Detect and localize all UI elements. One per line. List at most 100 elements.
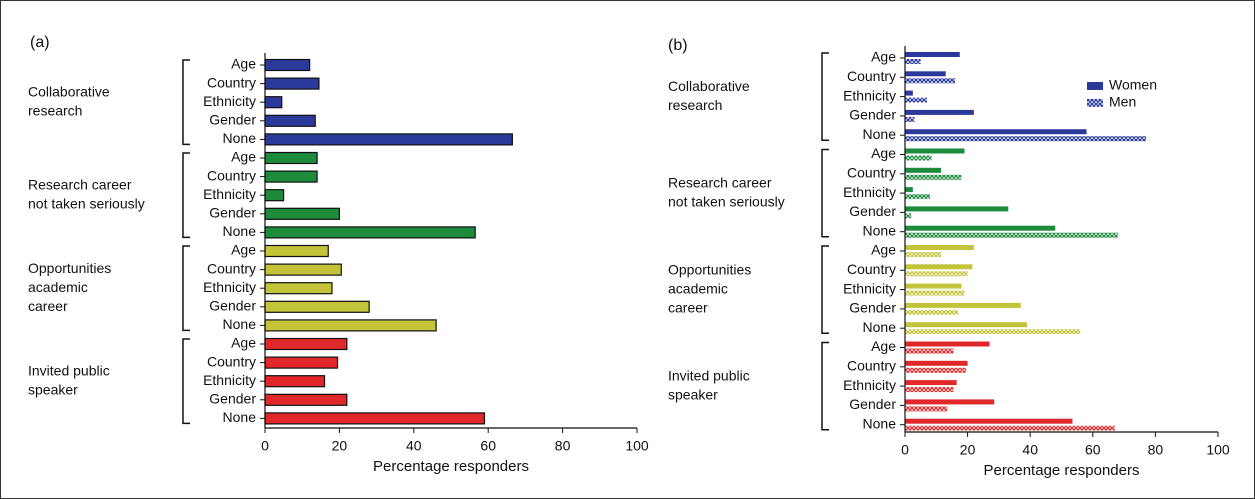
group-bracket <box>821 245 829 334</box>
x-tick-label: 40 <box>1022 442 1038 458</box>
bar <box>264 319 437 332</box>
panel-label: (b) <box>668 37 688 54</box>
bar <box>264 412 486 425</box>
bar <box>905 309 959 315</box>
group-label: academic <box>668 280 728 296</box>
bar <box>905 136 1147 142</box>
bar <box>264 282 333 295</box>
category-label: Gender <box>209 391 256 407</box>
group-label: Collaborative <box>668 78 750 94</box>
bar <box>905 109 974 115</box>
category-label: Country <box>847 358 896 374</box>
bar <box>905 290 965 296</box>
group-label: Opportunities <box>28 260 111 276</box>
category-label: Gender <box>849 107 896 123</box>
category-label: None <box>223 130 257 146</box>
group-label: speaker <box>28 381 78 397</box>
panel-label: (a) <box>30 34 50 51</box>
bar <box>905 245 974 250</box>
group-bracket <box>821 341 829 431</box>
category-label: Ethnicity <box>843 87 896 103</box>
x-tick-label: 60 <box>480 438 496 454</box>
bar <box>905 367 967 373</box>
bar <box>905 425 1115 431</box>
bar <box>905 264 973 270</box>
category-label: Gender <box>209 112 256 128</box>
bar <box>264 189 285 202</box>
category-label: Ethnicity <box>203 93 256 109</box>
bar <box>264 114 316 127</box>
group-bracket <box>821 148 829 238</box>
bar <box>905 399 995 405</box>
group-bracket <box>182 59 190 146</box>
bar <box>905 252 941 257</box>
category-label: Country <box>847 68 896 84</box>
category-label: Age <box>871 49 896 65</box>
bar <box>264 77 320 90</box>
bar <box>905 387 954 393</box>
group-label: Opportunities <box>668 261 751 277</box>
legend-swatch <box>1087 82 1103 90</box>
bar <box>264 375 326 388</box>
group-label: Invited public <box>668 367 750 383</box>
bar <box>264 151 318 165</box>
category-label: Country <box>847 165 896 181</box>
bar <box>905 329 1081 335</box>
category-label: Age <box>231 56 256 72</box>
group-bracket <box>182 152 190 239</box>
category-label: None <box>863 126 897 142</box>
category-label: Age <box>871 242 896 258</box>
group-bracket <box>821 52 829 141</box>
category-label: Age <box>871 338 896 354</box>
bar <box>264 300 370 313</box>
bar <box>905 302 1021 308</box>
category-label: Ethnicity <box>203 372 256 388</box>
bar <box>905 406 948 412</box>
bar <box>905 380 957 386</box>
bar <box>905 71 946 77</box>
bar <box>264 133 513 146</box>
category-label: Age <box>231 335 256 351</box>
x-tick-label: 100 <box>625 438 649 454</box>
bar <box>905 348 954 354</box>
bar <box>905 418 1073 424</box>
group-label: not taken seriously <box>28 195 145 211</box>
category-label: None <box>863 319 897 335</box>
group-label: Collaborative <box>28 83 110 99</box>
bar <box>905 174 962 180</box>
category-label: Country <box>207 167 256 183</box>
category-label: None <box>223 409 257 425</box>
bar <box>905 52 960 57</box>
x-tick-label: 0 <box>901 442 909 458</box>
bar <box>905 360 968 366</box>
group-label: career <box>668 299 708 315</box>
group-bracket <box>182 338 190 425</box>
x-tick-label: 20 <box>332 438 348 454</box>
bar <box>905 116 915 122</box>
category-label: Gender <box>209 298 256 314</box>
category-label: Gender <box>849 396 896 412</box>
bar <box>905 148 965 154</box>
bar <box>905 155 932 161</box>
bar <box>264 244 329 258</box>
bar <box>264 96 283 109</box>
group-label: academic <box>28 279 88 295</box>
bar <box>905 225 1056 231</box>
x-tick-label: 60 <box>1085 442 1101 458</box>
x-tick-label: 80 <box>555 438 571 454</box>
category-label: Country <box>847 261 896 277</box>
category-label: Country <box>207 260 256 276</box>
bar <box>905 322 1028 328</box>
bar <box>905 232 1118 238</box>
group-label: research <box>28 102 82 118</box>
category-label: Gender <box>849 300 896 316</box>
category-label: None <box>223 316 257 332</box>
bar <box>905 78 956 84</box>
category-label: None <box>223 223 257 239</box>
bar <box>264 226 476 239</box>
bar <box>905 97 927 103</box>
category-label: Age <box>231 149 256 165</box>
x-tick-label: 40 <box>406 438 422 454</box>
bar <box>905 194 931 200</box>
